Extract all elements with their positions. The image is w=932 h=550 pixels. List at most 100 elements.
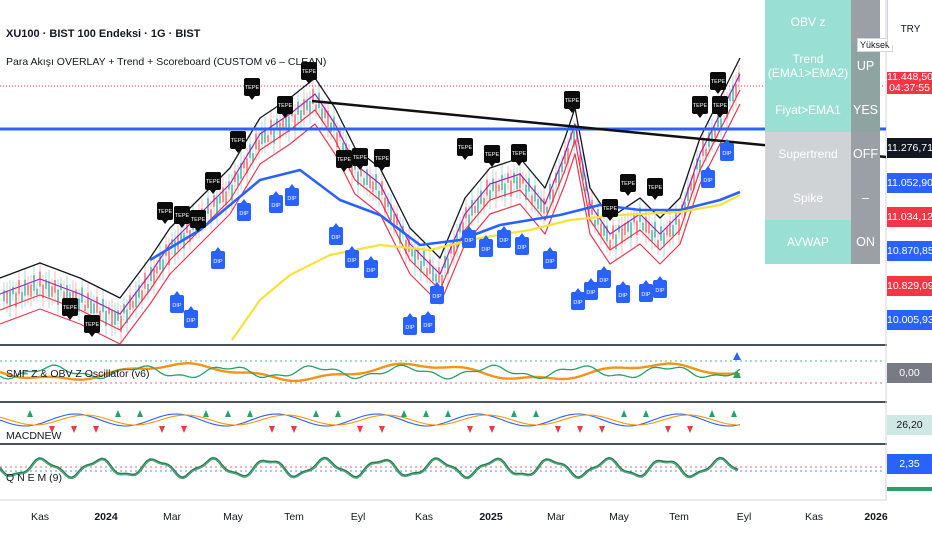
macd-buy-marker [115,410,121,417]
candle-body [669,220,671,237]
macd-buy-marker [709,410,715,417]
candle-body [90,300,92,314]
qnem-pane-label[interactable]: Q N E M (9) [6,472,63,484]
candle-body [120,315,122,332]
candle-body [147,284,149,293]
candle-body [429,259,431,274]
candle-body [588,202,590,216]
dip-marker-label: DIP [239,211,249,217]
candle-body [594,219,596,227]
candle-body [438,267,440,283]
tepe-marker [457,138,473,156]
candle-body [441,275,443,287]
dip-marker [285,188,299,206]
price-tag-cursor[interactable]: 11.276,71 [887,138,932,158]
dip-marker-pointer [174,291,180,295]
qnem-value-tag: 2,35 [887,454,932,474]
smf-pane-label[interactable]: SMF Z & OBV Z Oscillator (v6) [6,368,150,380]
tepe-marker-label: TEPE [231,138,246,144]
dip-marker [543,251,557,269]
macd-buy-marker [27,410,33,417]
scoreboard-label-avwap: AVWAP [765,220,851,264]
candle-body [219,195,221,204]
tepe-marker-pointer [67,316,73,320]
tepe-marker-label: TEPE [206,179,221,185]
tepe-marker-label: TEPE [175,213,190,219]
candle-body [687,187,689,202]
dip-marker-pointer [425,311,431,315]
currency-selector[interactable]: TRY [887,0,932,45]
candle-body [537,198,539,209]
tepe-marker-pointer [516,162,522,166]
candle-body [501,175,503,191]
candle-body [369,175,371,189]
candle-body [213,195,215,207]
candle-body [327,110,329,127]
dip-marker-pointer [601,266,607,270]
candle-body [21,292,23,302]
candle-body [330,122,332,132]
tepe-marker [62,298,78,316]
macd-pane-label[interactable]: MACDNEW [6,430,62,442]
candle-body [309,100,311,114]
macd-buy-marker [731,410,737,417]
symbol-title[interactable]: XU100 · BIST 100 Endeksi · 1G · BIST [6,28,201,40]
candle-body [396,213,398,226]
candle-body [489,190,491,201]
dip-marker-pointer [241,199,247,203]
tepe-marker-pointer [306,80,312,84]
macd-sell-marker [599,426,605,433]
candle-body [87,292,89,308]
candle-body [552,189,554,203]
time-label: Mar [162,511,182,523]
time-label: Tem [669,511,689,523]
candle-body [294,114,296,130]
price-tag-last[interactable]: 11.448,50 04:37:55 [887,72,932,94]
tepe-marker-label: TEPE [512,151,527,157]
candle-body [720,118,722,130]
candle-body [450,246,452,254]
candle-body [408,237,410,253]
tepe-marker-label: TEPE [85,322,100,328]
dip-marker-label: DIP [573,300,583,306]
macd-buy-marker [423,410,429,417]
time-label: Kas [414,511,434,523]
candle-body [645,216,647,233]
tepe-marker-label: TEPE [603,206,618,212]
dip-marker [430,286,444,304]
dip-marker-pointer [466,226,472,230]
tepe-marker [157,202,173,220]
tepe-marker-pointer [715,90,721,94]
indicator-title[interactable]: Para Akışı OVERLAY + Trend + Scoreboard … [6,56,327,68]
candle-body [414,249,416,265]
dip-marker-label: DIP [464,238,474,244]
tepe-marker [602,199,618,217]
tepe-marker-label: TEPE [713,103,728,109]
time-label: 2024 [94,511,118,523]
candle-body [150,267,152,282]
macd-buy-marker [137,410,143,417]
tepe-marker-label: TEPE [302,69,317,75]
candle-body [567,148,569,164]
candle-body [378,190,380,200]
candle-body [324,108,326,119]
candle-body [138,285,140,298]
qnem-line [0,456,739,480]
dip-marker-pointer [705,166,711,170]
dip-marker-pointer [724,139,730,143]
dip-marker [211,251,225,269]
tepe-marker [244,78,260,96]
candle-body [546,206,548,213]
candle-body [618,225,620,233]
tepe-marker-pointer [341,168,347,172]
macd-buy-marker [643,410,649,417]
candle-body [579,154,581,165]
smf-value-tag: 0,00 [887,363,932,383]
macd-sell-marker [291,426,297,433]
candle-body [168,249,170,266]
macd-sell-marker [577,426,583,433]
candle-body [522,177,524,184]
price-tag-ema-blue-3: 10.005,93 [887,310,932,330]
